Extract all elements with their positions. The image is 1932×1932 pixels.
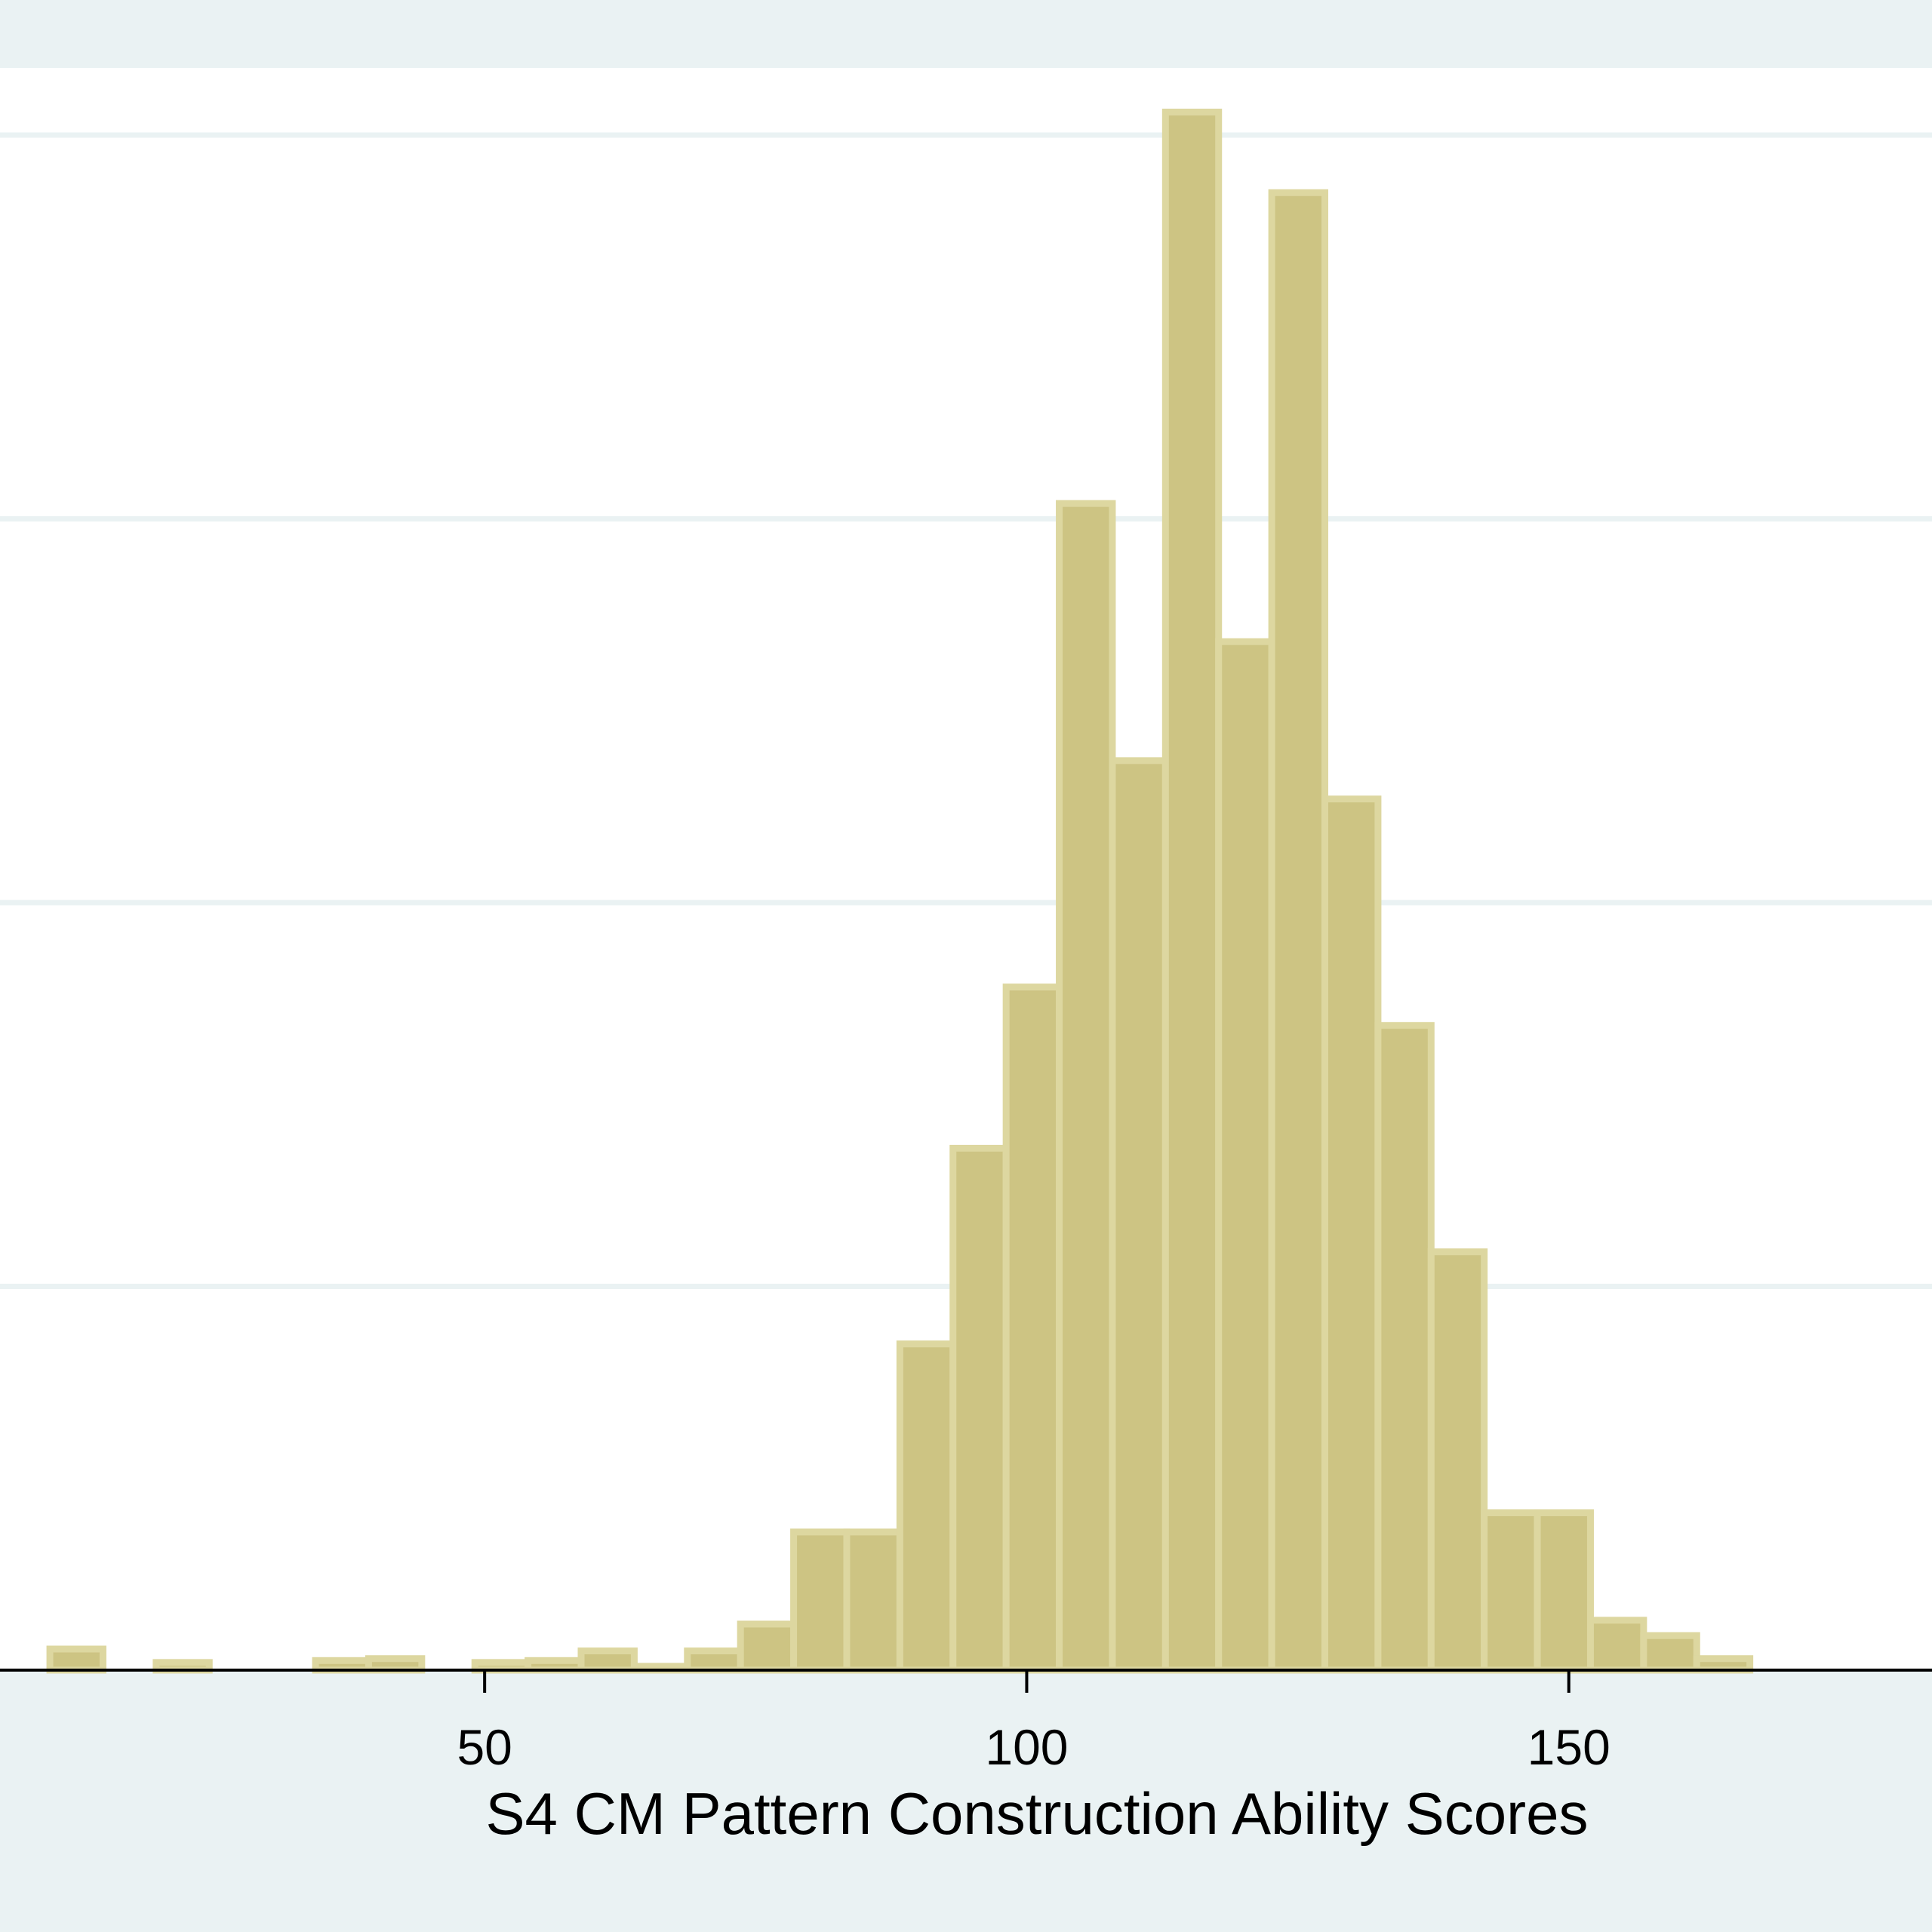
- histogram-bar-18: [1215, 638, 1275, 1674]
- histogram-bar-8: [684, 1647, 744, 1674]
- histogram-bar-16: [1109, 757, 1169, 1674]
- histogram-bar-26: [1640, 1632, 1700, 1674]
- histogram-bar-27: [1693, 1655, 1754, 1674]
- x-tick-label-2: 150: [1527, 1719, 1611, 1775]
- x-tick-label-1: 100: [985, 1719, 1068, 1775]
- histogram-bar-3: [365, 1655, 426, 1674]
- histogram-bar-14: [1002, 983, 1063, 1674]
- histogram-bar-19: [1268, 189, 1329, 1674]
- histogram-bar-9: [737, 1620, 798, 1674]
- x-tick-label-0: 50: [457, 1719, 512, 1775]
- histogram-bar-10: [790, 1528, 851, 1674]
- histogram-bar-15: [1056, 500, 1116, 1674]
- histogram-bar-20: [1321, 795, 1382, 1674]
- histogram-bar-13: [949, 1144, 1010, 1674]
- histogram-bar-0: [46, 1645, 106, 1674]
- histogram-bar-6: [577, 1647, 638, 1674]
- histogram-bar-21: [1374, 1022, 1435, 1674]
- histogram-bar-12: [896, 1340, 957, 1674]
- histogram-bar-23: [1481, 1509, 1541, 1674]
- histogram-bar-11: [843, 1528, 903, 1674]
- histogram-bars: [46, 108, 1754, 1674]
- histogram-bar-24: [1534, 1509, 1594, 1674]
- histogram-bar-17: [1161, 108, 1223, 1674]
- histogram-bar-22: [1427, 1248, 1488, 1674]
- x-axis-title: S4 CM Pattern Construction Ability Score…: [486, 1780, 1589, 1847]
- gridlines: [0, 132, 1932, 1289]
- histogram-bar-25: [1586, 1617, 1647, 1674]
- x-axis-ticks: 50 100 150: [457, 1670, 1611, 1775]
